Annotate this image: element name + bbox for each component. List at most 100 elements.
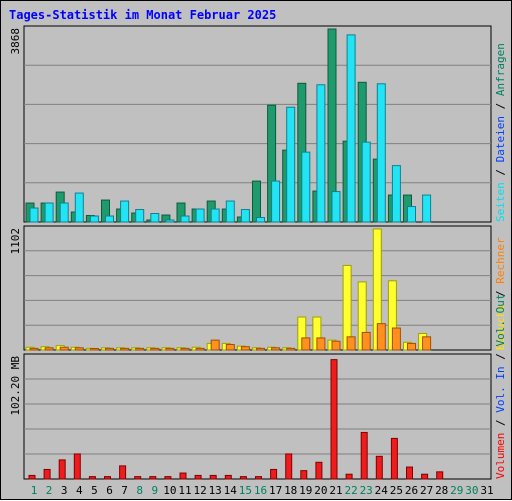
bar-volumen — [390, 437, 398, 480]
legend-item: Vol. In — [494, 366, 507, 412]
x-tick-label: 6 — [106, 484, 113, 497]
x-tick-label: 13 — [209, 484, 222, 497]
bar-rechner — [105, 347, 114, 351]
bar-volumen — [330, 359, 338, 480]
x-tick-label: 27 — [420, 484, 433, 497]
bar-volumen — [345, 473, 353, 480]
bar-seiten — [44, 202, 54, 223]
bar-rechner — [150, 347, 160, 351]
x-tick-label: 18 — [284, 484, 297, 497]
bar-volumen — [43, 468, 51, 480]
x-tick-label: 15 — [239, 484, 252, 497]
bar-volumen — [104, 476, 111, 480]
bar-seiten — [89, 215, 99, 223]
bar-volumen — [149, 476, 157, 480]
bar-seiten — [361, 141, 371, 223]
bar-seiten — [422, 194, 432, 223]
x-tick-label: 4 — [76, 484, 83, 497]
bar-rechner — [240, 346, 250, 351]
bar-rechner — [331, 340, 341, 351]
legend-item: Vol. Out — [494, 294, 507, 347]
bar-anfragen — [252, 180, 261, 223]
legend-separator: / — [494, 162, 507, 182]
x-tick-label: 17 — [269, 484, 282, 497]
bar-seiten — [346, 34, 356, 223]
x-tick-label: 31 — [480, 484, 493, 497]
bar-seiten — [150, 213, 160, 223]
bar-volumen — [406, 466, 413, 480]
x-tick-label: 19 — [299, 484, 312, 497]
bar-rechner — [180, 347, 190, 351]
legend-item: Volumen — [494, 433, 507, 479]
x-tick-label: 16 — [254, 484, 267, 497]
bar-volumen — [194, 474, 202, 480]
chart-title: Tages-Statistik im Monat Februar 2025 — [9, 8, 276, 22]
bar-rechner — [286, 347, 296, 351]
bar-rechner — [361, 331, 371, 351]
legend-item: Dateien — [494, 116, 507, 162]
legend-separator: / — [494, 96, 507, 116]
x-tick-label: 1 — [31, 484, 38, 497]
bar-seiten — [407, 206, 416, 223]
bar-seiten — [74, 192, 84, 223]
bar-seiten — [256, 217, 265, 223]
bar-rechner — [316, 337, 326, 351]
bar-seiten — [391, 165, 401, 223]
bar-seiten — [105, 215, 114, 223]
x-tick-label: 11 — [178, 484, 191, 497]
x-tick-label: 9 — [151, 484, 158, 497]
x-tick-label: 25 — [390, 484, 403, 497]
legend-item: Besuche — [494, 304, 507, 350]
bar-rechner — [89, 348, 99, 351]
legend-separator: / — [494, 347, 507, 367]
bar-rechner — [44, 347, 54, 351]
bar-volumen — [270, 468, 278, 480]
top-panel: 3868 Seiten / Dateien / Anfragen — [9, 25, 507, 223]
bar-seiten — [210, 208, 220, 223]
x-tick-label: 22 — [344, 484, 357, 497]
legend-separator: / — [494, 413, 507, 433]
middle-panel: 1102 Besuche / Rechner — [9, 225, 507, 351]
bar-volumen — [421, 473, 429, 480]
bar-seiten — [286, 106, 296, 223]
bar-seiten — [271, 180, 281, 223]
bar-rechner — [376, 323, 386, 351]
bar-rechner — [271, 347, 281, 351]
bar-rechner — [391, 327, 401, 351]
legend-item: Rechner — [494, 237, 507, 284]
bar-rechner — [195, 347, 205, 351]
legend-separator: / — [494, 284, 507, 304]
bar-rechner — [301, 337, 311, 351]
bar-seiten — [180, 215, 190, 223]
x-tick-label: 21 — [329, 484, 342, 497]
x-tick-label: 7 — [121, 484, 128, 497]
bar-seiten — [225, 200, 235, 223]
bar-seiten — [165, 219, 175, 223]
bar-rechner — [135, 347, 145, 351]
legend-item: Anfragen — [494, 43, 507, 96]
x-tick-label: 24 — [375, 484, 389, 497]
bar-rechner — [407, 342, 416, 351]
x-tick-label: 14 — [224, 484, 238, 497]
bar-volumen — [255, 476, 262, 480]
x-tick-label: 12 — [193, 484, 206, 497]
middle-panel-border — [23, 225, 492, 351]
bar-volumen — [73, 453, 81, 480]
bar-rechner — [225, 344, 235, 351]
bar-volumen — [58, 459, 66, 480]
bar-seiten — [316, 84, 326, 223]
bar-rechner — [422, 336, 432, 351]
bar-rechner — [210, 339, 220, 351]
x-tick-label: 8 — [136, 484, 143, 497]
bar-rechner — [74, 347, 84, 351]
bar-volumen — [119, 465, 127, 480]
legend: Besuche / Rechner — [494, 237, 507, 350]
bar-rechner — [346, 336, 356, 351]
bar-volumen — [179, 472, 187, 480]
bar-seiten — [120, 200, 130, 223]
bar-volumen — [315, 461, 323, 480]
bar-volumen — [300, 470, 308, 480]
bar-seiten — [376, 83, 386, 223]
bar-volumen — [134, 476, 142, 480]
